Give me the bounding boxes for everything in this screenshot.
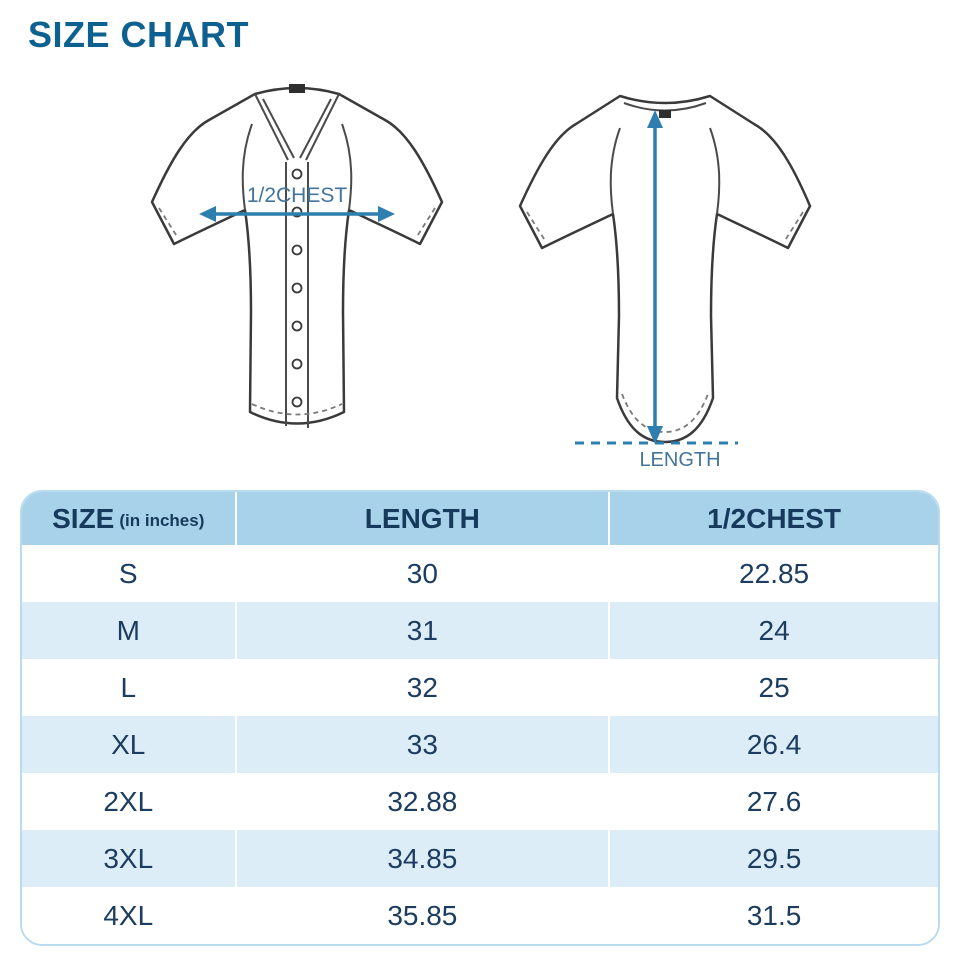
front-jersey-details — [241, 93, 353, 428]
length-cell: 34.85 — [234, 830, 609, 887]
header-size-unit: (in inches) — [119, 510, 205, 530]
length-cell: 33 — [234, 716, 609, 773]
table-header-row: SIZE (in inches) LENGTH 1/2CHEST — [22, 492, 938, 545]
header-length: LENGTH — [234, 492, 609, 545]
table-row-4xl: 4XL 35.85 31.5 — [22, 887, 938, 944]
chest-cell: 26.4 — [608, 716, 938, 773]
front-jersey-illustration: 1/2CHEST — [150, 84, 444, 428]
size-cell: M — [116, 614, 140, 646]
header-size-label: SIZE — [52, 502, 115, 534]
table-row-3xl: 3XL 34.85 29.5 — [22, 830, 938, 887]
length-cell: 32.88 — [234, 773, 609, 830]
chest-measure-label: 1/2CHEST — [247, 184, 348, 207]
length-cell: 31 — [234, 602, 609, 659]
header-size: SIZE (in inches) — [22, 492, 235, 545]
table-row-s: S 30 22.85 — [22, 545, 938, 602]
page-title: SIZE CHART — [28, 14, 249, 55]
size-cell: 4XL — [103, 899, 154, 931]
table-row-l: L 32 25 — [22, 659, 938, 716]
front-collar-tag — [289, 84, 305, 93]
back-collar-tag — [659, 110, 671, 118]
length-arrow — [647, 110, 663, 444]
size-chart-table: SIZE (in inches) LENGTH 1/2CHEST S 30 22… — [20, 490, 940, 946]
chest-cell: 25 — [608, 659, 938, 716]
back-jersey-stitches — [526, 211, 804, 433]
table-row-2xl: 2XL 32.88 27.6 — [22, 773, 938, 830]
chest-cell: 31.5 — [608, 887, 938, 944]
chest-cell: 22.85 — [608, 545, 938, 602]
chest-cell: 24 — [608, 602, 938, 659]
table-row-xl: XL 33 26.4 — [22, 716, 938, 773]
back-jersey-outline — [518, 94, 812, 444]
length-cell: 32 — [234, 659, 609, 716]
size-cell: S — [118, 557, 138, 589]
chest-arrow — [199, 206, 395, 222]
back-jersey-illustration: LENGTH — [518, 94, 812, 471]
size-cell: L — [120, 671, 137, 703]
length-cell: 30 — [234, 545, 609, 602]
header-chest: 1/2CHEST — [608, 492, 938, 545]
size-cell: 2XL — [103, 785, 154, 817]
front-jersey-outline — [150, 86, 444, 425]
chest-cell: 27.6 — [608, 773, 938, 830]
size-cell: XL — [111, 728, 146, 760]
table-row-m: M 31 24 — [22, 602, 938, 659]
length-cell: 35.85 — [234, 887, 609, 944]
front-jersey-stitches — [158, 207, 436, 416]
length-measure-label: LENGTH — [639, 449, 720, 471]
chest-cell: 29.5 — [608, 830, 938, 887]
size-cell: 3XL — [103, 842, 154, 874]
